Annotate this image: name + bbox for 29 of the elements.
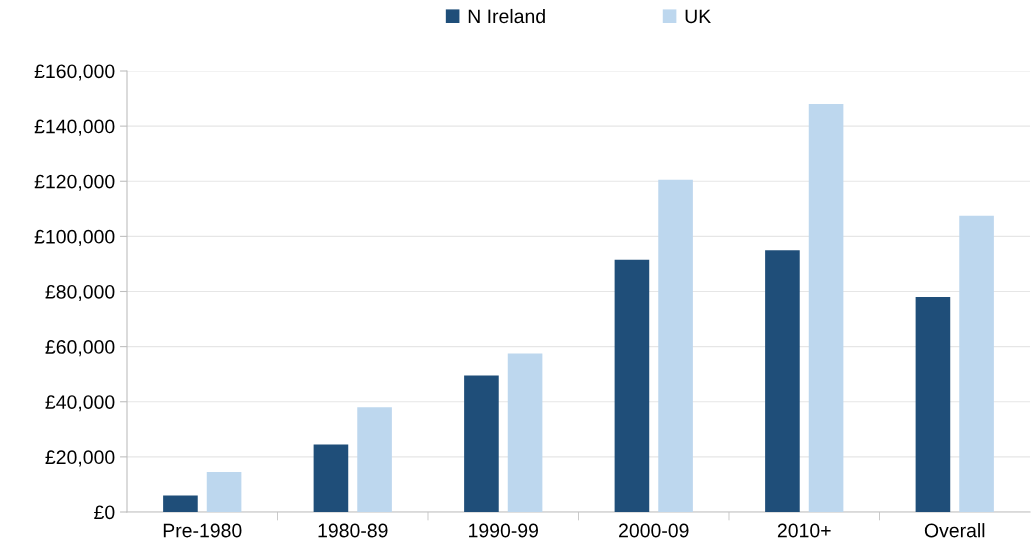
y-tick-label: £40,000 — [45, 395, 115, 412]
x-tick-label: 1980-89 — [318, 523, 388, 538]
y-tick-label: £140,000 — [34, 119, 115, 136]
bar — [313, 444, 349, 512]
x-tick-label: Pre-1980 — [163, 523, 242, 538]
bar — [765, 250, 800, 512]
bar — [915, 297, 951, 512]
y-tick-label: £0 — [94, 505, 115, 520]
x-tick-label: 1990-99 — [469, 523, 539, 538]
bar — [614, 259, 650, 512]
x-tick-label: Overall — [924, 523, 985, 538]
y-tick-label: £160,000 — [34, 64, 115, 81]
y-tick-label: £100,000 — [34, 229, 115, 246]
y-tick-label: £80,000 — [45, 284, 115, 302]
bar — [658, 179, 693, 512]
bar — [464, 375, 499, 512]
x-tick-label: 2000-09 — [619, 523, 689, 538]
y-tick-label: £60,000 — [45, 340, 115, 357]
bar — [808, 104, 844, 512]
bar — [357, 407, 392, 512]
legend-label: N Ireland — [468, 8, 545, 24]
bar — [163, 495, 198, 512]
x-tick-label: 2010+ — [777, 523, 831, 538]
bar — [959, 215, 994, 512]
bar — [507, 353, 543, 512]
y-tick-label: £20,000 — [45, 450, 115, 467]
legend-label: UK — [685, 9, 711, 24]
y-tick-label: £120,000 — [34, 174, 115, 191]
bar — [206, 472, 242, 512]
